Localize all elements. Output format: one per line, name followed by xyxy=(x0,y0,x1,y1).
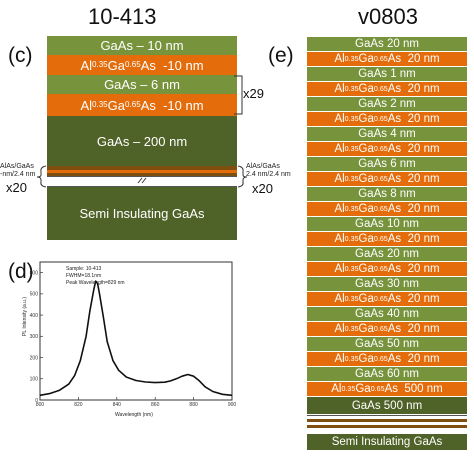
right-layer-4: GaAs 2 nm xyxy=(307,97,467,112)
layer-algaas-bottom: Al 0.35 Ga 0.65 As -10 nm xyxy=(47,94,237,116)
right-layer-12: GaAs 10 nm xyxy=(307,217,467,232)
right-superlattice-break xyxy=(307,415,467,434)
right-layer-2: GaAs 1 nm xyxy=(307,67,467,82)
pl-fwhm-label: FWHM=18.1nm xyxy=(66,273,102,279)
right-layer-11: Al 0.35 Ga 0.65 As 20 nm xyxy=(307,202,467,217)
panel-label-d: (d) xyxy=(8,260,34,283)
superlattice-stripe-1 xyxy=(47,166,237,170)
pl-y-tick-label: 0 xyxy=(35,398,38,404)
right-layer-19: Al 0.35 Ga 0.65 As 20 nm xyxy=(307,322,467,337)
panel-label-e: (e) xyxy=(268,44,294,67)
layer-gaas-well: GaAs – 6 nm xyxy=(47,75,237,94)
pl-peak-label: Peak Wavelength=829 nm xyxy=(66,280,125,286)
right-layer-14: GaAs 20 nm xyxy=(307,247,467,262)
pl-x-tick-label: 840 xyxy=(113,402,122,408)
pl-x-tick-label: 880 xyxy=(189,402,198,408)
layer-gaas-cap: GaAs – 10 nm xyxy=(47,36,237,55)
superlattice-break xyxy=(47,176,237,187)
right-layer-20: GaAs 50 nm xyxy=(307,337,467,352)
layer-gaas-buffer: GaAs – 200 nm xyxy=(47,116,237,166)
layer-si-substrate: Semi Insulating GaAs xyxy=(47,187,237,240)
right-layer-5: Al 0.35 Ga 0.65 As 20 nm xyxy=(307,112,467,127)
pl-y-axis-label: PL Intensity (a.u.) xyxy=(22,297,28,336)
right-layer-0: GaAs 20 nm xyxy=(307,37,467,52)
right-layer-25: Semi Insulating GaAs xyxy=(307,434,467,451)
right-structure-title: v0803 xyxy=(358,4,418,29)
superlattice-left-label: AlAs/GaAs -nm/2.4 nm xyxy=(0,163,36,178)
pl-x-tick-label: 900 xyxy=(228,402,237,408)
right-layer-16: GaAs 30 nm xyxy=(307,277,467,292)
right-layer-10: GaAs 8 nm xyxy=(307,187,467,202)
right-layer-1: Al 0.35 Ga 0.65 As 20 nm xyxy=(307,52,467,67)
pl-y-tick-label: 300 xyxy=(30,334,39,340)
left-structure-title: 10-413 xyxy=(88,4,157,29)
x20-right-label: x20 xyxy=(252,181,273,196)
superlattice-stripe-3 xyxy=(47,173,237,176)
right-layer-13: Al 0.35 Ga 0.65 As 20 nm xyxy=(307,232,467,247)
superlattice-stripe-2 xyxy=(47,170,237,173)
pl-x-tick-label: 800 xyxy=(36,402,45,408)
pl-x-tick-label: 820 xyxy=(74,402,83,408)
pl-x-tick-label: 860 xyxy=(151,402,160,408)
superlattice-right-label: AlAs/GaAs 2.4 nm/2.4 nm xyxy=(246,163,291,178)
repeat-bracket xyxy=(234,75,243,115)
pl-legend: Sample: 10-413 FWHM=18.1nm Peak Waveleng… xyxy=(66,266,125,287)
right-layer-7: Al 0.35 Ga 0.65 As 20 nm xyxy=(307,142,467,157)
panel-label-c: (c) xyxy=(8,44,33,67)
x20-left-label: x20 xyxy=(6,180,27,195)
pl-y-tick-label: 500 xyxy=(30,292,39,298)
right-layer-18: GaAs 40 nm xyxy=(307,307,467,322)
pl-x-axis-label: Wavelength (nm) xyxy=(115,412,153,418)
right-layer-17: Al 0.35 Ga 0.65 As 20 nm xyxy=(307,292,467,307)
right-layer-21: Al 0.35 Ga 0.65 As 20 nm xyxy=(307,352,467,367)
pl-spectrum-line xyxy=(39,280,233,397)
right-layer-24: GaAs 500 nm xyxy=(307,397,467,415)
right-layer-8: GaAs 6 nm xyxy=(307,157,467,172)
right-layer-22: GaAs 60 nm xyxy=(307,367,467,382)
pl-y-tick-label: 600 xyxy=(30,270,39,276)
superlattice-brace-right xyxy=(237,165,248,188)
layer-algaas-top: Al 0.35 Ga 0.65 As -10 nm xyxy=(47,55,237,75)
superlattice-brace-left xyxy=(36,165,47,188)
right-layer-23: Al 0.35 Ga 0.65 As 500 nm xyxy=(307,382,467,397)
pl-plot-frame xyxy=(39,261,233,401)
right-layer-6: GaAs 4 nm xyxy=(307,127,467,142)
pl-y-tick-label: 400 xyxy=(30,313,39,319)
pl-y-tick-label: 200 xyxy=(30,355,39,361)
right-layer-15: Al 0.35 Ga 0.65 As 20 nm xyxy=(307,262,467,277)
break-mark-icon xyxy=(137,177,147,184)
pl-sample-label: Sample: 10-413 xyxy=(66,266,102,272)
pl-y-tick-label: 100 xyxy=(30,377,39,383)
right-layer-9: Al 0.35 Ga 0.65 As 20 nm xyxy=(307,172,467,187)
repeat-x29-label: x29 xyxy=(243,86,264,101)
right-layer-3: Al 0.35 Ga 0.65 As 20 nm xyxy=(307,82,467,97)
